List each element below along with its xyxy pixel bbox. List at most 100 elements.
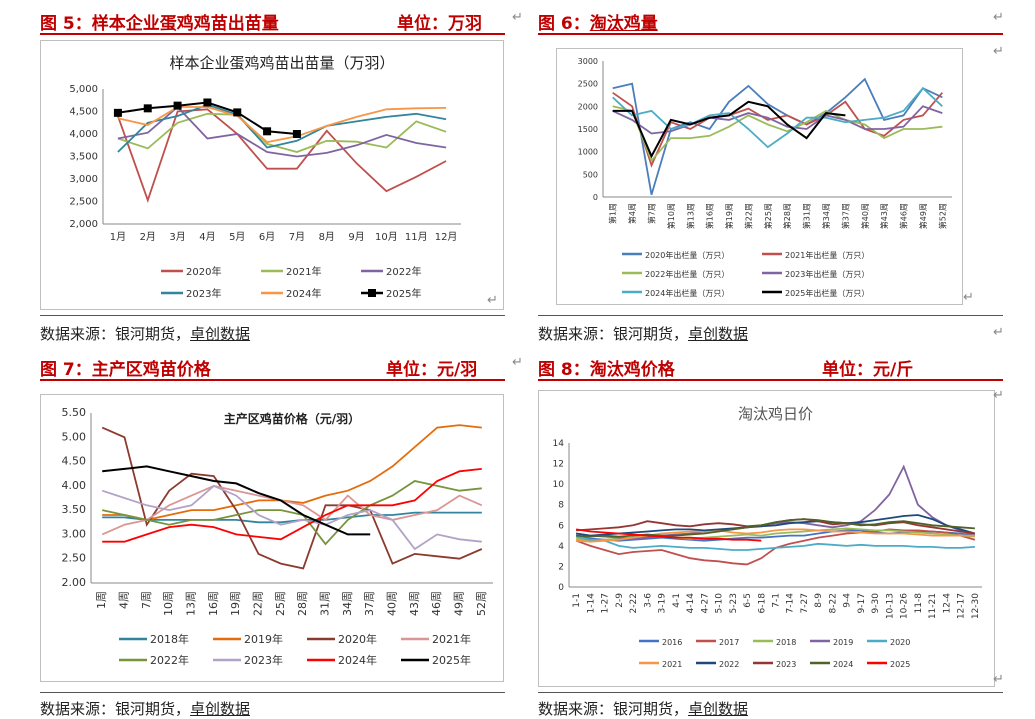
c8-ytick-label: 0	[558, 583, 564, 593]
c8-xtick-label: 1-14	[586, 593, 596, 614]
c8-series-line-2025	[575, 528, 762, 542]
c5-data-point	[203, 98, 212, 107]
c6-ytick-label: 1500	[578, 125, 598, 134]
c8-xtick-label: 3-19	[658, 593, 668, 614]
chart6-svg: 0 500 1000 1500 2000 2500 3000 第1周 第4周 第7周 第10周 第13…	[578, 57, 952, 298]
panel6-source-prefix: 数据来源：银河期货，	[538, 325, 689, 343]
c7-title: 主产区鸡苗价格（元/羽）	[224, 411, 360, 426]
c6-xtick-label: 第19周	[724, 203, 734, 229]
c7-xtick-label: 4周	[118, 591, 131, 609]
c5-ytick-label: 3,500	[69, 152, 98, 163]
c7-series-line-2025年	[102, 465, 371, 536]
c6-series-line-2021年出栏量（万只）	[612, 91, 943, 168]
panel5-title: 图 5：样本企业蛋鸡鸡苗出苗量	[40, 14, 279, 34]
c8-xtick-label: 4-1	[672, 593, 682, 608]
c8-legend-label: 2024	[833, 660, 853, 669]
c5-xtick-label: 8月	[319, 231, 335, 243]
c7-legend-label: 2025年	[432, 653, 471, 667]
panel5-unit: 单位：万羽	[397, 14, 482, 34]
c5-xtick-label: 10月	[375, 231, 398, 243]
c6-xtick-label: 第40周	[860, 203, 870, 229]
c8-xtick-label: 4-14	[686, 593, 696, 614]
c8-xtick-label: 7-27	[800, 593, 810, 613]
c5-xtick-label: 6月	[259, 231, 275, 243]
c6-ytick-label: 1000	[578, 148, 598, 157]
c7-series-line-2024年	[102, 468, 482, 543]
c6-xtick-label: 第10周	[666, 203, 676, 229]
c5-ytick-label: 5,000	[69, 84, 98, 95]
panel7-source-prefix: 数据来源：银河期货，	[40, 700, 191, 718]
c7-series-line-2019年	[102, 424, 482, 521]
chart5-svg: 样本企业蛋鸡鸡苗出苗量（万羽） 2,000 2,500 3,000 3,500 4,000…	[69, 54, 461, 300]
panel8-source-link[interactable]: 卓创数据	[688, 700, 749, 718]
c5-xtick-label: 7月	[289, 231, 305, 243]
chart8-frame: 淘汰鸡日价 0 2 4 6 8 10 12 14 1-1 1-14 1-27 2-9 2-22 3-6 3-1…	[538, 390, 995, 687]
c5-data-point	[263, 127, 272, 136]
c7-xtick-label: 28周	[296, 591, 309, 616]
c8-legend-label: 2018	[776, 638, 796, 647]
c5-ytick-label: 4,000	[69, 129, 98, 140]
c8-xtick-label: 1-1	[572, 593, 582, 608]
c8-xtick-label: 5-10	[715, 593, 725, 614]
c6-xtick-label: 第25周	[763, 203, 773, 229]
panel5-source-link[interactable]: 卓创数据	[190, 325, 251, 343]
paragraph-mark: ↵	[963, 290, 974, 305]
c7-xtick-label: 13周	[185, 591, 198, 616]
c7-legend-label: 2019年	[244, 632, 283, 646]
panel7-source: 数据来源：银河期货，卓创数据	[40, 698, 250, 719]
c6-legend-label: 2025年出栏量（万只）	[785, 288, 869, 298]
c8-series-line-2021	[576, 528, 975, 543]
c6-ytick-label: 3000	[578, 57, 598, 66]
chart7-svg: 主产区鸡苗价格（元/羽） 2.00 2.50 3.00 3.50 4.00 4.50 5.00…	[62, 406, 493, 667]
c5-series-line-2021年	[117, 112, 447, 153]
c8-title: 淘汰鸡日价	[738, 405, 813, 423]
panel8-unit: 单位：元/斤	[822, 360, 914, 380]
c8-xtick-label: 9-4	[843, 593, 853, 608]
c8-ytick-label: 14	[553, 439, 565, 449]
c6-xtick-label: 第16周	[705, 203, 715, 229]
c6-legend-label: 2023年出栏量（万只）	[785, 269, 869, 279]
c7-xtick-label: 19周	[229, 591, 242, 616]
c8-series-line-2022	[575, 514, 976, 537]
c6-xtick-label: 第7周	[646, 203, 656, 224]
c8-legend-label: 2022	[719, 660, 739, 669]
c5-legend-label: 2020年	[186, 265, 221, 278]
panel8-title: 图 8：淘汰鸡价格	[538, 360, 675, 380]
c7-xtick-label: 1周	[95, 591, 108, 609]
c7-xtick-label: 10周	[162, 591, 175, 616]
c7-xtick-label: 25周	[274, 591, 287, 616]
c8-xtick-label: 7-14	[786, 593, 796, 614]
paragraph-mark: ↵	[993, 44, 1004, 59]
c8-xtick-label: 12-30	[971, 593, 981, 619]
c7-xtick-label: 46周	[430, 591, 443, 616]
c7-legend-label: 2021年	[432, 632, 471, 646]
c8-xtick-label: 6-5	[743, 593, 753, 608]
c6-legend-label: 2022年出栏量（万只）	[645, 269, 729, 279]
c8-ytick-label: 8	[558, 501, 564, 511]
c6-series-line-2025年出栏量（万只）	[612, 100, 846, 159]
c8-legend-label: 2020	[890, 638, 910, 647]
c8-xtick-label: 9-17	[857, 593, 867, 613]
c8-ytick-label: 6	[558, 521, 564, 531]
c5-legend-label: 2023年	[186, 287, 221, 300]
c5-legend-label: 2022年	[386, 265, 421, 278]
c5-ytick-label: 4,500	[69, 107, 98, 118]
c8-xtick-label: 8-9	[814, 593, 824, 608]
c7-xtick-label: 52周	[475, 591, 488, 616]
panel6-title-prefix: 图 6：	[538, 14, 590, 34]
c7-legend-label: 2020年	[338, 632, 377, 646]
c7-legend-label: 2018年	[150, 632, 189, 646]
c8-legend-label: 2025	[890, 660, 910, 669]
panel7-source-rule	[40, 692, 505, 693]
c8-legend-label: 2016	[662, 638, 682, 647]
panel6-source-link[interactable]: 卓创数据	[688, 325, 749, 343]
panel7-source-link[interactable]: 卓创数据	[190, 700, 251, 718]
c7-xtick-label: 40周	[386, 591, 399, 616]
c6-series-line-2023年出栏量（万只）	[612, 105, 943, 135]
c5-ytick-label: 3,000	[69, 174, 98, 185]
panel6-title-link[interactable]: 淘汰鸡量	[589, 14, 658, 34]
c7-series-line-2022年	[102, 480, 482, 546]
c5-data-point	[233, 108, 242, 117]
c5-xtick-label: 3月	[169, 231, 185, 243]
c6-xtick-label: 第46周	[899, 203, 909, 229]
